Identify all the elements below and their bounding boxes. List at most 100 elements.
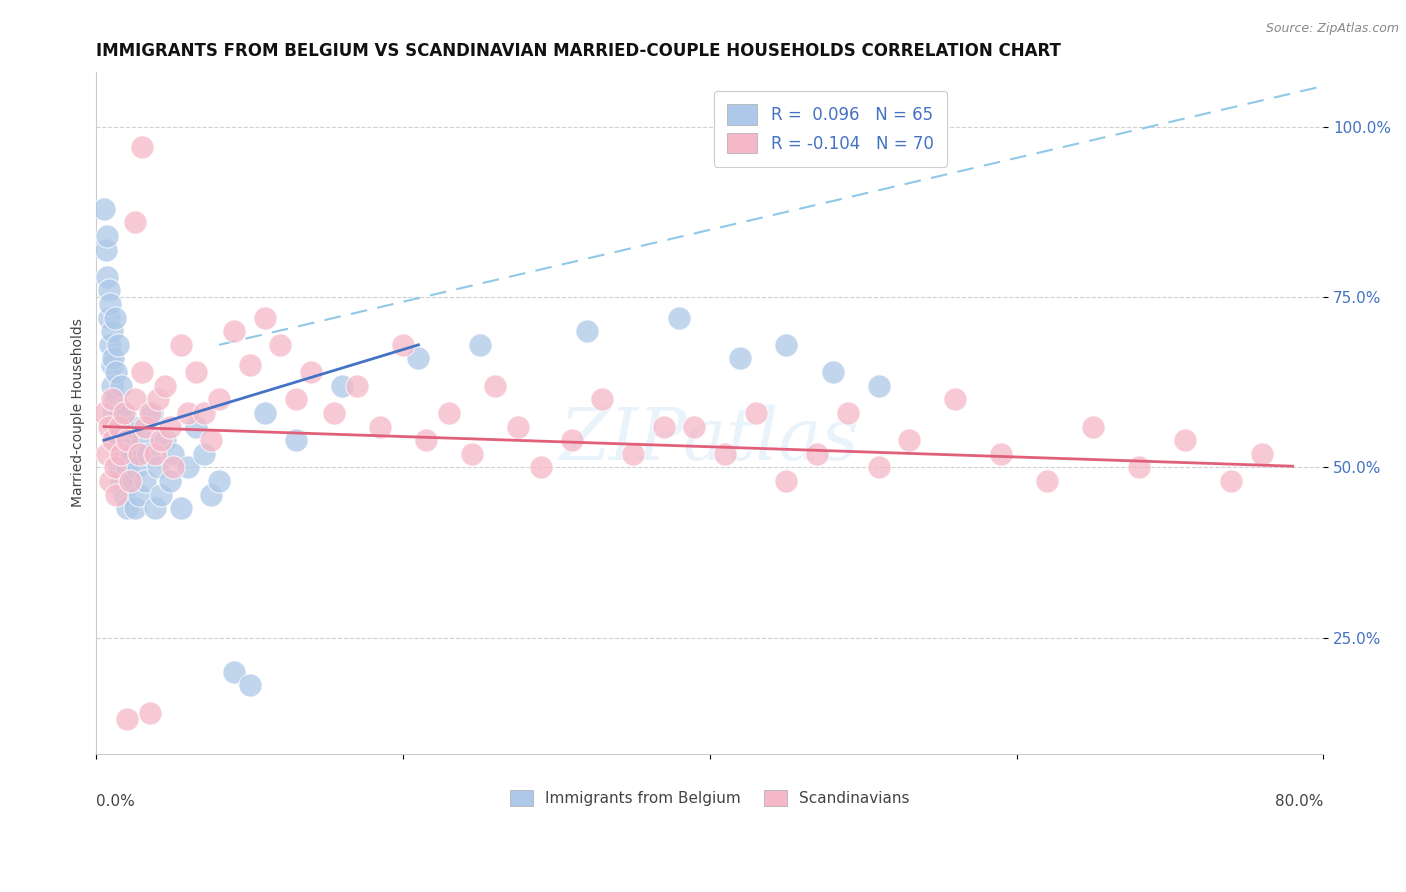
Point: [284, 392, 307, 407]
Point: [110, 447, 132, 461]
Y-axis label: Married-couple Households: Married-couple Households: [72, 318, 86, 508]
Point: [224, 665, 246, 679]
Point: [239, 678, 262, 692]
Point: [111, 419, 134, 434]
Point: [943, 392, 966, 407]
Point: [94, 243, 117, 257]
Point: [117, 434, 139, 448]
Point: [408, 351, 430, 366]
Point: [93, 202, 115, 216]
Point: [143, 501, 166, 516]
Point: [415, 434, 437, 448]
Point: [115, 460, 138, 475]
Point: [184, 419, 207, 434]
Point: [108, 419, 131, 434]
Point: [1174, 434, 1197, 448]
Point: [100, 378, 122, 392]
Point: [121, 447, 143, 461]
Point: [898, 434, 921, 448]
Point: [346, 378, 368, 392]
Point: [115, 501, 138, 516]
Text: 80.0%: 80.0%: [1275, 795, 1323, 809]
Point: [1128, 460, 1150, 475]
Point: [131, 140, 153, 154]
Point: [146, 392, 169, 407]
Point: [96, 269, 118, 284]
Point: [112, 406, 135, 420]
Point: [128, 447, 150, 461]
Point: [437, 406, 460, 420]
Point: [131, 365, 153, 379]
Point: [98, 474, 121, 488]
Point: [139, 706, 162, 720]
Point: [159, 419, 181, 434]
Point: [193, 447, 215, 461]
Point: [561, 434, 583, 448]
Point: [868, 460, 890, 475]
Point: [193, 406, 215, 420]
Point: [269, 338, 291, 352]
Point: [131, 434, 153, 448]
Point: [208, 392, 231, 407]
Point: [1083, 419, 1105, 434]
Point: [120, 474, 142, 488]
Point: [368, 419, 391, 434]
Point: [122, 419, 145, 434]
Point: [97, 310, 120, 325]
Point: [105, 488, 128, 502]
Point: [108, 406, 131, 420]
Point: [98, 338, 121, 352]
Point: [146, 460, 169, 475]
Text: 0.0%: 0.0%: [97, 795, 135, 809]
Point: [134, 419, 156, 434]
Point: [139, 406, 162, 420]
Point: [110, 378, 132, 392]
Point: [299, 365, 322, 379]
Point: [149, 488, 172, 502]
Point: [170, 501, 193, 516]
Point: [103, 434, 125, 448]
Point: [461, 447, 484, 461]
Point: [806, 447, 828, 461]
Point: [107, 338, 129, 352]
Point: [96, 228, 118, 243]
Point: [200, 434, 222, 448]
Point: [115, 713, 138, 727]
Point: [97, 284, 120, 298]
Point: [468, 338, 491, 352]
Point: [112, 447, 135, 461]
Point: [668, 310, 690, 325]
Point: [143, 447, 166, 461]
Point: [837, 406, 859, 420]
Text: IMMIGRANTS FROM BELGIUM VS SCANDINAVIAN MARRIED-COUPLE HOUSEHOLDS CORRELATION CH: IMMIGRANTS FROM BELGIUM VS SCANDINAVIAN …: [97, 42, 1062, 60]
Point: [100, 324, 122, 338]
Point: [530, 460, 553, 475]
Point: [990, 447, 1012, 461]
Point: [128, 488, 150, 502]
Point: [177, 460, 200, 475]
Point: [177, 406, 200, 420]
Point: [110, 474, 132, 488]
Point: [506, 419, 529, 434]
Text: ZIPatlas: ZIPatlas: [560, 405, 859, 475]
Point: [775, 474, 797, 488]
Point: [775, 338, 797, 352]
Point: [155, 434, 177, 448]
Point: [745, 406, 768, 420]
Point: [108, 460, 131, 475]
Point: [284, 434, 307, 448]
Point: [105, 426, 128, 441]
Point: [108, 434, 131, 448]
Point: [162, 460, 184, 475]
Point: [323, 406, 346, 420]
Point: [1036, 474, 1059, 488]
Point: [652, 419, 675, 434]
Point: [224, 324, 246, 338]
Point: [141, 406, 163, 420]
Point: [159, 474, 181, 488]
Point: [125, 460, 148, 475]
Point: [170, 338, 193, 352]
Point: [239, 359, 262, 373]
Point: [200, 488, 222, 502]
Point: [484, 378, 506, 392]
